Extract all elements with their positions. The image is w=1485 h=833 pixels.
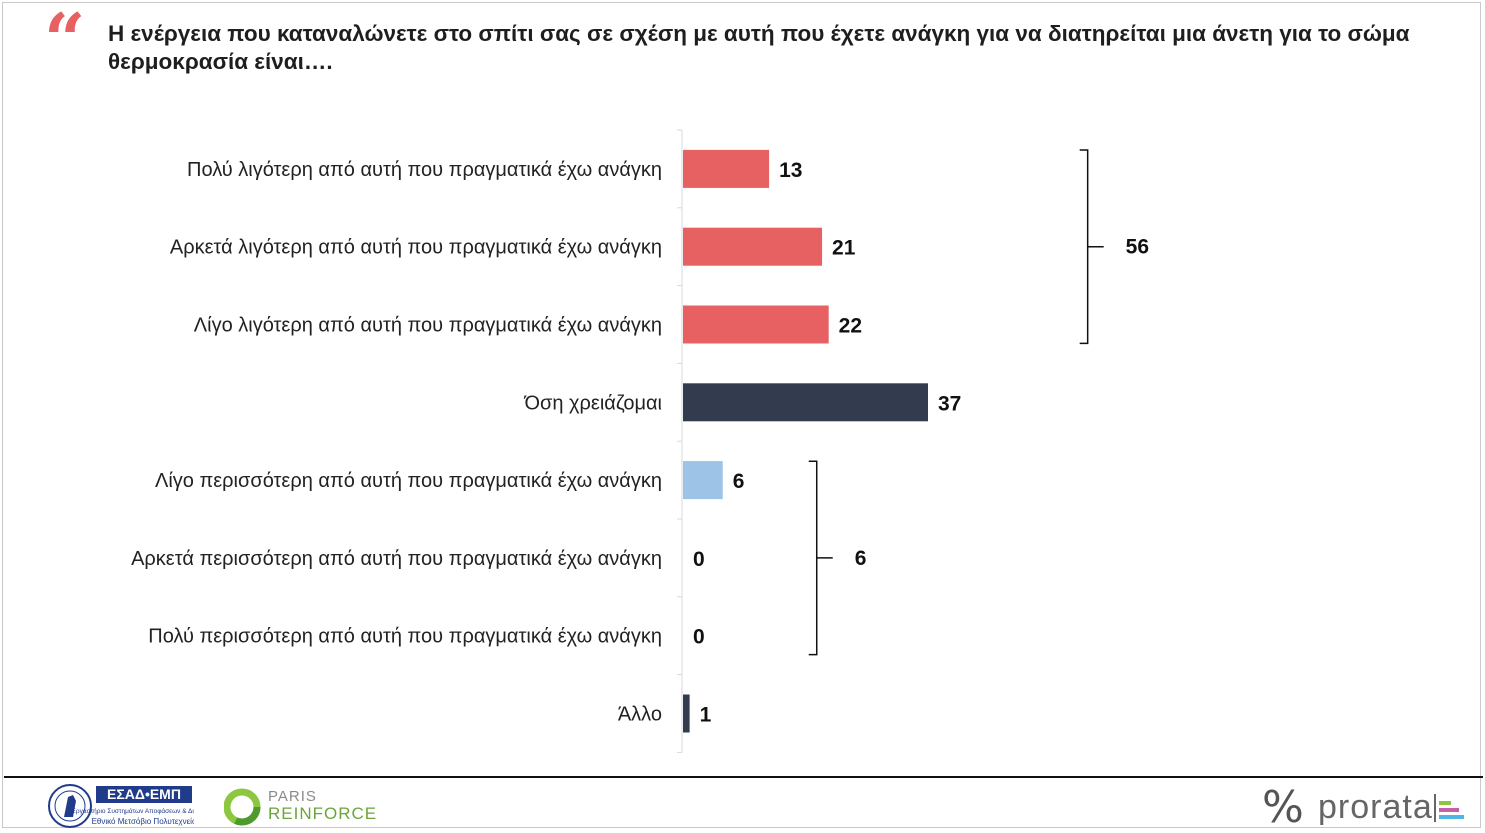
esad-logo-sub1: Εργαστήριο Συστημάτων Αποφάσεων & Διοίκη… <box>72 807 194 815</box>
percent-icon: % <box>1262 782 1304 833</box>
value-label: 6 <box>733 470 745 493</box>
bar <box>683 383 928 422</box>
category-label: Πολύ λιγότερη από αυτή που πραγματικά έχ… <box>187 159 662 181</box>
value-label: 1 <box>700 704 712 727</box>
prorata-bars-icon <box>1434 794 1464 822</box>
value-label: 22 <box>839 315 862 338</box>
category-label: Όση χρειάζομαι <box>524 392 662 414</box>
category-label: Λίγο περισσότερη από αυτή που πραγματικά… <box>155 470 662 492</box>
group-bracket <box>1079 149 1104 345</box>
labels-layer: 13 Πολύ λιγότερη από αυτή που πραγματικά … <box>131 159 961 727</box>
bar-chart: 13 Πολύ λιγότερη από αυτή που πραγματικά … <box>131 129 1149 753</box>
bars-layer <box>677 129 928 753</box>
value-label: 0 <box>693 626 705 649</box>
value-label: 37 <box>938 392 961 415</box>
group-total-label: 56 <box>1126 236 1149 259</box>
category-label: Λίγο λιγότερη από αυτή που πραγματικά έχ… <box>194 315 662 337</box>
prorata-logo: % prorata <box>1262 782 1467 833</box>
value-label: 21 <box>832 237 856 260</box>
chart-title: Η ενέργεια που καταναλώνετε στο σπίτι σα… <box>108 21 1410 74</box>
esad-emp-logo: ΕΣΑΔ•ΕΜΠ Εργαστήριο Συστημάτων Αποφάσεων… <box>48 784 194 828</box>
paris-reinforce-emblem-icon <box>223 788 261 826</box>
category-label: Πολύ περισσότερη από αυτή που πραγματικά… <box>148 626 662 648</box>
paris-logo-line2: REINFORCE <box>268 804 378 823</box>
group-bracket <box>808 460 833 656</box>
value-label: 0 <box>693 548 705 571</box>
value-label: 13 <box>779 159 802 182</box>
group-brackets: 56 6 <box>808 149 1149 656</box>
bar <box>683 694 690 733</box>
paris-logo-line1: PARIS <box>268 788 317 805</box>
bar <box>683 227 823 266</box>
group-total-label: 6 <box>855 547 867 570</box>
bar <box>683 149 770 188</box>
category-label: Άλλο <box>618 704 662 726</box>
bar <box>683 305 829 344</box>
esad-logo-text: ΕΣΑΔ•ΕΜΠ <box>107 786 181 802</box>
paris-reinforce-logo: PARIS REINFORCE <box>223 786 378 826</box>
esad-logo-sub2: Εθνικό Μετσόβιο Πολυτεχνείο <box>92 817 194 826</box>
category-label: Αρκετά λιγότερη από αυτή που πραγματικά … <box>170 237 662 259</box>
category-label: Αρκετά περισσότερη από αυτή που πραγματι… <box>131 548 662 570</box>
footer-divider <box>4 776 1483 778</box>
prorata-wordmark: prorata <box>1318 788 1433 826</box>
bar <box>683 461 723 500</box>
